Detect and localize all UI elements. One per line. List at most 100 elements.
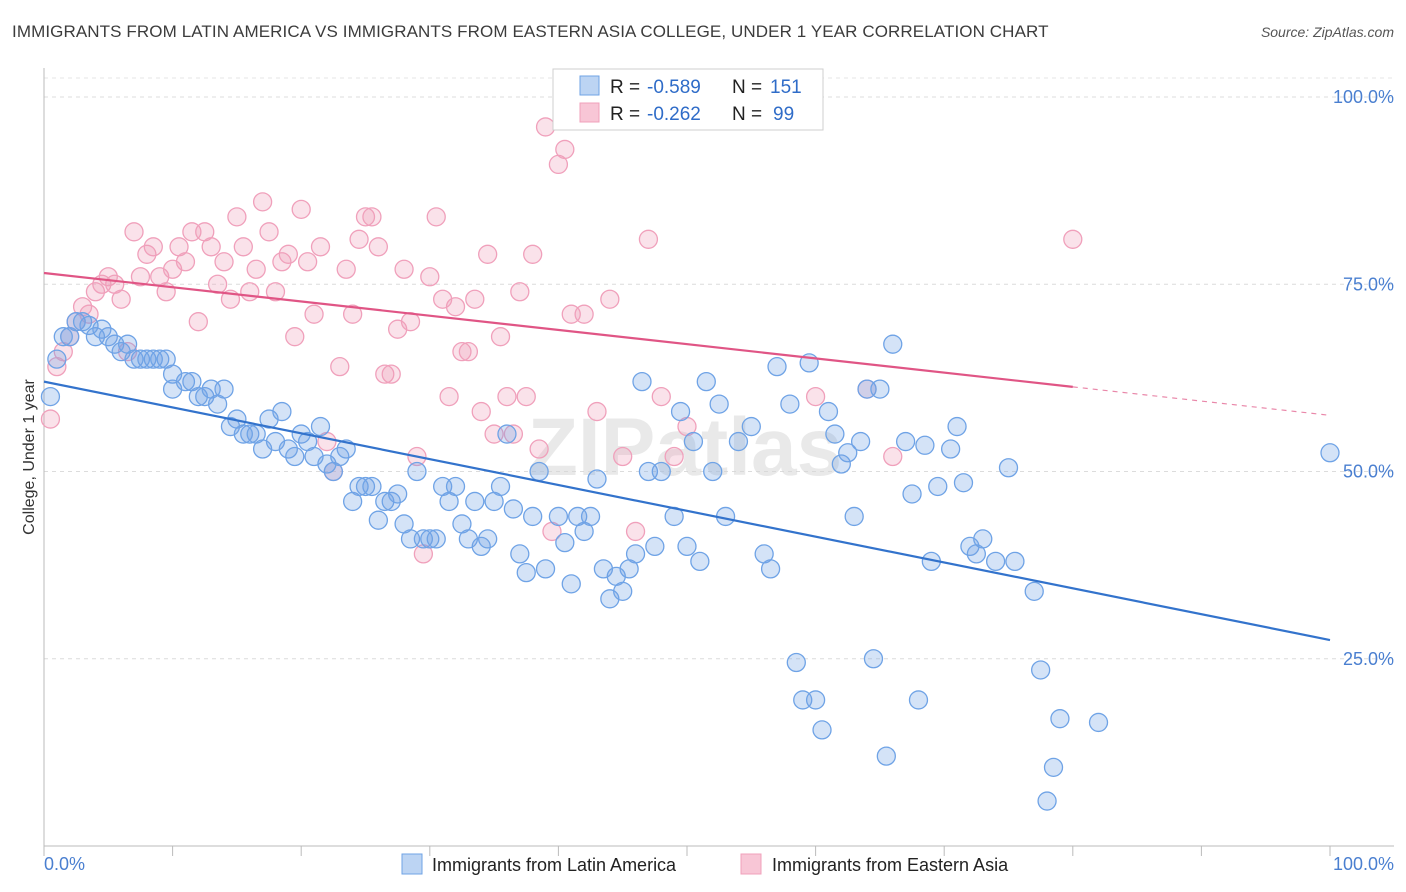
eastern-asia-point xyxy=(465,289,485,309)
x-tick-label-max: 100.0% xyxy=(1333,854,1394,874)
eastern-asia-point xyxy=(291,199,311,220)
eastern-asia-point xyxy=(310,237,331,257)
latin-america-point xyxy=(850,431,871,452)
latin-america-point xyxy=(973,529,993,549)
axes xyxy=(43,68,1394,856)
latin-america-point xyxy=(895,431,916,452)
eastern-asia-point xyxy=(342,304,363,324)
latin-america-point xyxy=(760,559,781,579)
latin-america-point xyxy=(510,544,530,564)
eastern-asia-point xyxy=(336,259,356,279)
eastern-asia-point xyxy=(490,327,511,347)
latin-america-point xyxy=(555,533,575,553)
stats-n-value: 151 xyxy=(770,77,802,98)
legend-label-eastern-asia: Immigrants from Eastern Asia xyxy=(772,855,1009,875)
latin-america-point xyxy=(998,458,1019,478)
y-tick-label: 50.0% xyxy=(1343,462,1394,482)
eastern-asia-point xyxy=(420,267,440,287)
y-tick-label: 100.0% xyxy=(1333,87,1394,107)
eastern-asia-point xyxy=(625,521,646,542)
eastern-asia-point xyxy=(85,282,106,302)
latin-america-point xyxy=(876,746,896,766)
eastern-asia-point xyxy=(516,386,536,407)
trend-lines xyxy=(43,271,1331,642)
eastern-asia-point xyxy=(368,237,389,257)
series-eastern-asia-points xyxy=(40,117,1083,564)
eastern-asia-point xyxy=(497,386,517,407)
latin-america-point xyxy=(1088,712,1109,733)
latin-america-point xyxy=(677,536,697,557)
eastern-asia-point xyxy=(400,312,421,332)
latin-america-point xyxy=(844,506,864,527)
latin-america-point xyxy=(709,394,729,414)
eastern-asia-point xyxy=(201,237,221,257)
stats-n-label: N = xyxy=(732,104,762,125)
latin-america-point xyxy=(1320,443,1340,463)
latin-america-point xyxy=(696,371,716,392)
latin-america-point xyxy=(478,529,498,549)
latin-america-point xyxy=(928,476,948,497)
latin-america-point xyxy=(683,431,704,452)
latin-america-point xyxy=(285,446,305,467)
latin-america-point xyxy=(1037,791,1057,811)
latin-america-point xyxy=(420,529,440,549)
latin-america-point xyxy=(632,371,652,392)
latin-america-point xyxy=(407,461,427,482)
eastern-asia-point xyxy=(529,439,549,459)
eastern-asia-point xyxy=(1063,229,1083,249)
eastern-asia-point xyxy=(394,259,414,279)
latin-america-point xyxy=(175,371,196,392)
eastern-asia-point xyxy=(362,207,382,227)
stats-r-label: R = xyxy=(610,77,640,98)
latin-america-point xyxy=(587,469,607,489)
latin-america-point xyxy=(831,454,851,474)
latin-america-point xyxy=(825,424,845,444)
eastern-asia-point xyxy=(651,386,671,407)
latin-america-point xyxy=(497,424,517,444)
eastern-asia-point xyxy=(587,401,607,422)
series-latin-america-points xyxy=(40,312,1340,811)
latin-america-point xyxy=(214,379,234,399)
latin-america-point xyxy=(613,581,633,601)
latin-america-point xyxy=(690,551,710,572)
chart-source: Source: ZipAtlas.com xyxy=(1260,24,1394,40)
eastern-asia-point xyxy=(574,304,594,324)
latin-america-point xyxy=(278,439,298,459)
eastern-asia-point xyxy=(304,304,324,324)
latin-america-point xyxy=(645,536,665,557)
y-tick-label: 25.0% xyxy=(1343,649,1394,669)
latin-america-point xyxy=(883,334,903,354)
stats-swatch-latin-america xyxy=(579,75,600,96)
latin-america-point xyxy=(1031,660,1051,680)
latin-america-point xyxy=(98,327,118,347)
chart-title: IMMIGRANTS FROM LATIN AMERICA VS IMMIGRA… xyxy=(12,22,1049,41)
latin-america-point xyxy=(1024,581,1044,601)
latin-america-point xyxy=(150,349,170,369)
stats-box: R = -0.589 N = 151 R = -0.262 N = 99 xyxy=(552,68,824,131)
y-tick-label: 75.0% xyxy=(1343,274,1394,294)
latin-america-point xyxy=(330,446,350,467)
latin-america-point xyxy=(240,424,260,444)
trend-line-dashed xyxy=(1072,386,1331,416)
latin-america-point xyxy=(523,506,543,527)
latin-america-point xyxy=(741,416,761,437)
latin-america-point xyxy=(310,416,331,437)
latin-america-point xyxy=(387,484,408,504)
stats-r-label: R = xyxy=(610,104,640,125)
eastern-asia-point xyxy=(349,229,369,249)
latin-america-point xyxy=(40,386,61,407)
latin-america-point xyxy=(838,443,858,463)
eastern-asia-point xyxy=(214,252,234,272)
x-tick-label-min: 0.0% xyxy=(44,854,85,874)
eastern-asia-point xyxy=(252,192,273,212)
latin-america-point xyxy=(908,690,929,710)
latin-america-point xyxy=(465,491,485,512)
latin-america-point xyxy=(953,473,974,493)
latin-america-point xyxy=(548,506,569,527)
eastern-asia-point xyxy=(246,259,266,279)
eastern-asia-point xyxy=(471,401,491,422)
eastern-asia-point xyxy=(452,342,472,362)
latin-america-point xyxy=(92,319,112,339)
eastern-asia-point xyxy=(638,229,659,249)
